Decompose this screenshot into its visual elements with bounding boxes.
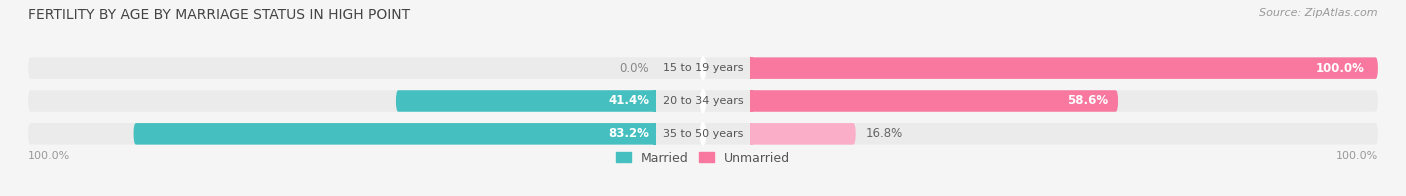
FancyBboxPatch shape [134,123,655,145]
Bar [654,90,655,112]
Text: 15 to 19 years: 15 to 19 years [662,63,744,73]
FancyBboxPatch shape [396,90,655,112]
Circle shape [700,57,706,79]
FancyBboxPatch shape [28,90,1378,112]
Text: 100.0%: 100.0% [28,151,70,161]
Text: 20 to 34 years: 20 to 34 years [662,96,744,106]
Text: 100.0%: 100.0% [1316,62,1364,75]
FancyBboxPatch shape [751,90,1118,112]
Legend: Married, Unmarried: Married, Unmarried [616,152,790,164]
Text: 0.0%: 0.0% [620,62,650,75]
Text: Source: ZipAtlas.com: Source: ZipAtlas.com [1260,8,1378,18]
Text: 16.8%: 16.8% [866,127,903,140]
FancyBboxPatch shape [751,123,856,145]
Text: FERTILITY BY AGE BY MARRIAGE STATUS IN HIGH POINT: FERTILITY BY AGE BY MARRIAGE STATUS IN H… [28,8,411,22]
Text: 58.6%: 58.6% [1067,94,1108,107]
Bar [654,123,655,145]
Circle shape [700,122,706,145]
Bar [751,57,752,79]
Bar [751,90,752,112]
Text: 41.4%: 41.4% [607,94,650,107]
FancyBboxPatch shape [28,123,1378,145]
Text: 83.2%: 83.2% [609,127,650,140]
Bar [751,123,752,145]
Text: 35 to 50 years: 35 to 50 years [662,129,744,139]
Text: 100.0%: 100.0% [1336,151,1378,161]
Circle shape [700,90,706,112]
FancyBboxPatch shape [28,57,1378,79]
FancyBboxPatch shape [751,57,1378,79]
